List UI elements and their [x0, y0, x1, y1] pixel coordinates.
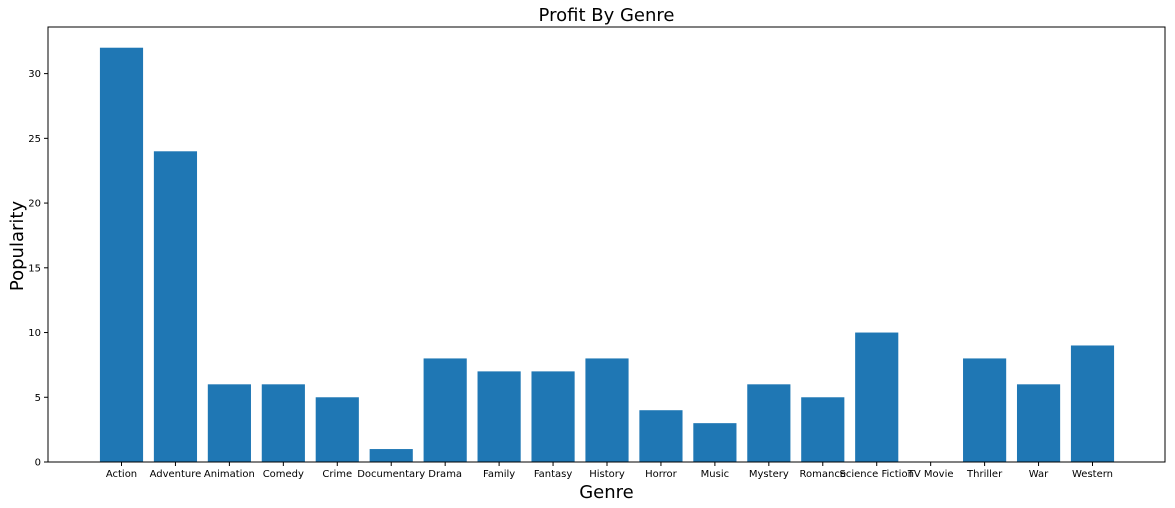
y-tick-label: 15 [28, 263, 41, 274]
chart-title: Profit By Genre [539, 5, 675, 26]
bar-romance [801, 397, 845, 462]
x-tick-label: Horror [645, 469, 678, 480]
y-ticks-group: 0 5 10 15 20 25 30 [28, 69, 48, 469]
plot-frame [47, 26, 1166, 463]
y-tick-label: 30 [28, 69, 41, 80]
x-tick-label: Fantasy [534, 469, 573, 480]
x-tick-label: Science Fiction [840, 469, 914, 480]
y-tick-label: 25 [28, 134, 41, 145]
x-tick-label: Western [1072, 469, 1113, 480]
x-tick-label: Romance [800, 469, 846, 480]
bar-war [1016, 384, 1061, 462]
x-tick-label: Music [701, 469, 729, 480]
y-tick-label: 10 [28, 328, 41, 339]
bar-drama [423, 358, 467, 462]
y-axis-label: Popularity [7, 201, 28, 292]
x-tick-label: History [589, 469, 625, 480]
bar-fantasy [531, 371, 575, 463]
bar-music [693, 423, 737, 462]
x-tick-label: Animation [204, 469, 255, 480]
x-tick-label: Adventure [150, 469, 202, 480]
x-tick-label: Action [106, 469, 137, 480]
bar-adventure [153, 151, 198, 463]
x-axis-label: Genre [579, 482, 634, 503]
bar-horror [639, 410, 683, 462]
y-tick-label: 5 [35, 393, 41, 404]
x-tick-label: Crime [322, 469, 352, 480]
x-tick-label: War [1029, 469, 1049, 480]
x-tick-label: Thriller [966, 469, 1003, 480]
bar-science-fiction [855, 332, 899, 462]
y-tick-label: 20 [28, 199, 41, 210]
x-tick-label: Family [483, 469, 515, 480]
bar-comedy [261, 384, 305, 462]
x-tick-label: Drama [428, 469, 462, 480]
x-tick-label: Comedy [263, 469, 304, 480]
x-tick-label: TV Movie [907, 469, 954, 480]
bar-animation [207, 384, 251, 462]
bar-documentary [369, 449, 413, 462]
bar-mystery [747, 384, 791, 462]
x-ticks-group: Action Adventure Animation Comedy Crime Docum… [106, 462, 1113, 480]
bar-crime [315, 397, 359, 462]
bar-western [1070, 345, 1115, 462]
bar-action [99, 47, 144, 463]
bars-group [99, 47, 1115, 463]
bar-family [477, 371, 521, 463]
x-tick-label: Mystery [749, 469, 789, 480]
bar-thriller [963, 358, 1007, 462]
y-tick-label: 0 [35, 458, 41, 469]
bar-history [585, 358, 629, 462]
x-tick-label: Documentary [357, 469, 425, 480]
